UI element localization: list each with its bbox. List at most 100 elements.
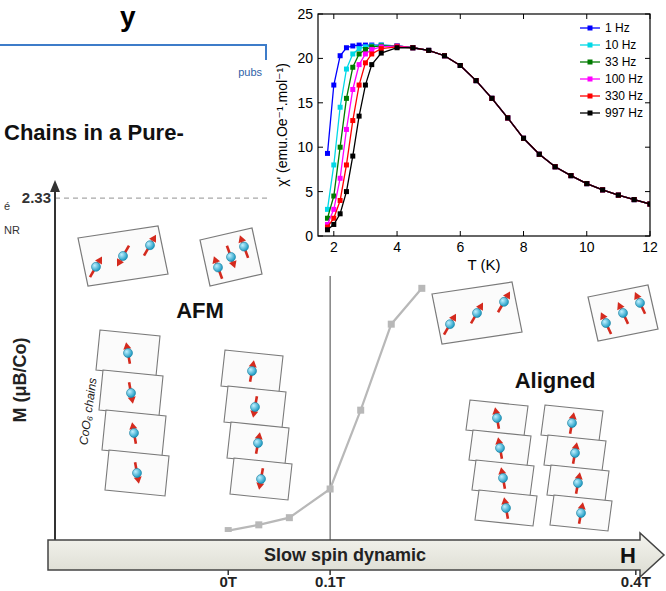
co-atom <box>636 298 645 307</box>
series-point <box>350 118 355 123</box>
series-point <box>505 115 510 120</box>
x-tick-label: 10 <box>579 239 595 255</box>
series-point <box>357 51 362 56</box>
title-fragment: Chains in a Pure- <box>4 120 184 145</box>
co-atom <box>248 367 257 376</box>
chain-segment <box>105 450 169 496</box>
series-point <box>600 187 605 192</box>
series-point <box>344 96 349 101</box>
y-tick-label: 2.33 <box>22 189 51 206</box>
legend-marker <box>588 94 593 99</box>
chain-panel <box>432 282 522 344</box>
co-atom <box>257 475 266 484</box>
legend: 1 Hz10 Hz33 Hz100 Hz330 Hz997 Hz <box>580 21 643 120</box>
co-atom <box>133 469 142 478</box>
series-point <box>410 45 415 50</box>
y-tick <box>318 14 323 15</box>
magnetization-point <box>255 521 262 528</box>
co-atom <box>619 309 628 318</box>
series-point <box>553 164 558 169</box>
series-point <box>616 193 621 198</box>
chain-segment <box>99 370 163 416</box>
series-point <box>325 227 330 232</box>
chain-segment <box>475 490 537 526</box>
series-point <box>584 181 589 186</box>
series-point <box>363 47 368 52</box>
series-point <box>331 162 336 167</box>
series-point <box>350 154 355 159</box>
chain-panel <box>78 226 168 286</box>
y-tick <box>318 191 323 192</box>
series-point <box>568 173 573 178</box>
co-atom <box>92 262 101 271</box>
series-point <box>363 83 368 88</box>
series-point <box>616 193 621 198</box>
series-point <box>357 46 362 51</box>
plot-frame <box>318 14 650 236</box>
chain-panel <box>588 285 658 341</box>
series-point <box>442 53 447 58</box>
co-atom <box>227 253 236 262</box>
series-point <box>325 151 330 156</box>
x-axis-title: H <box>620 543 636 568</box>
chain-segment <box>230 458 292 500</box>
series-point <box>474 78 479 83</box>
y-tick-label: 0 <box>305 228 313 244</box>
series-point <box>344 45 349 50</box>
series-point <box>632 197 637 202</box>
series-point <box>489 96 494 101</box>
series-point <box>344 67 349 72</box>
series-point <box>426 48 431 53</box>
co-atom <box>473 309 482 318</box>
series-point <box>442 53 447 58</box>
series-point <box>338 176 343 181</box>
series-point <box>632 197 637 202</box>
co-atom <box>446 320 455 329</box>
chain-segment <box>96 330 160 376</box>
x-tick-top <box>586 14 587 19</box>
y-tick <box>318 102 323 103</box>
chain-segment <box>550 495 612 531</box>
series-point <box>338 105 343 110</box>
series-point <box>410 45 415 50</box>
x-tick-label: 12 <box>642 239 658 255</box>
series-point <box>632 197 637 202</box>
co-atom <box>568 419 577 428</box>
series-point <box>369 47 374 52</box>
legend-label: 1 Hz <box>605 21 630 35</box>
series-point <box>338 198 343 203</box>
series-point <box>350 87 355 92</box>
x-tick <box>397 231 398 236</box>
series-point <box>521 136 526 141</box>
series-point <box>474 78 479 83</box>
series-point <box>632 197 637 202</box>
series-point <box>338 211 343 216</box>
co-atom <box>130 429 139 438</box>
series-point <box>458 63 463 68</box>
publisher-fragment: pubs <box>238 66 262 78</box>
series-point <box>338 145 343 150</box>
x-tick <box>650 231 651 236</box>
series-point <box>584 181 589 186</box>
legend-label: 100 Hz <box>605 72 643 86</box>
magnetization-point <box>357 407 364 414</box>
series-point <box>331 83 336 88</box>
side-fragment: NR <box>4 224 20 236</box>
y-tick <box>318 236 323 237</box>
series-point <box>410 45 415 50</box>
series-point <box>537 152 542 157</box>
co-atom <box>254 439 263 448</box>
series-point <box>505 115 510 120</box>
co-atom <box>502 504 511 513</box>
co-atom <box>119 252 128 261</box>
series-point <box>331 207 336 212</box>
series-point <box>568 173 573 178</box>
legend-label: 997 Hz <box>605 106 643 120</box>
series-point <box>410 45 415 50</box>
series-point <box>379 46 384 51</box>
co-atom <box>146 241 155 250</box>
series-point <box>395 45 400 50</box>
series-point <box>600 187 605 192</box>
series-point <box>474 78 479 83</box>
x-tick-label: 2 <box>330 239 338 255</box>
